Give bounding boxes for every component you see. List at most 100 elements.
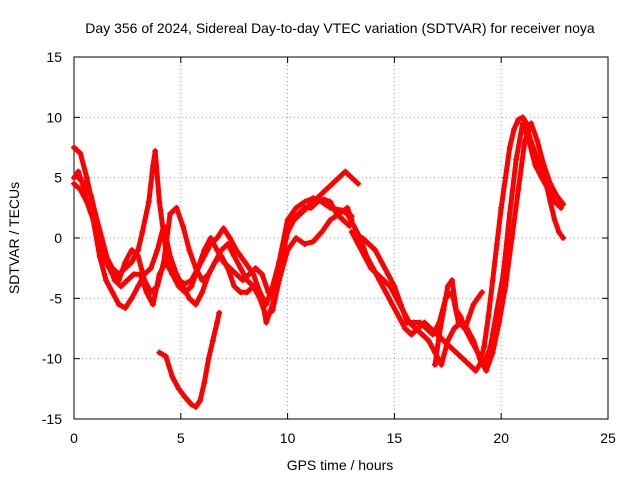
data-point xyxy=(169,373,176,380)
data-point xyxy=(186,247,193,254)
data-point xyxy=(214,235,221,241)
series-trace xyxy=(432,277,485,368)
data-point xyxy=(327,216,334,223)
data-point xyxy=(528,120,535,127)
data-point xyxy=(382,289,389,296)
data-point xyxy=(310,238,317,245)
data-point xyxy=(515,116,522,123)
data-point xyxy=(438,361,445,368)
data-point xyxy=(374,271,381,278)
data-point xyxy=(384,271,391,278)
data-point xyxy=(342,168,349,175)
data-point xyxy=(152,148,159,155)
data-point xyxy=(419,331,426,338)
data-point xyxy=(365,241,372,248)
y-tick-label: 0 xyxy=(54,230,62,246)
data-point xyxy=(478,289,485,296)
data-point xyxy=(502,174,509,181)
data-point xyxy=(301,198,308,205)
data-point xyxy=(135,283,142,290)
data-point xyxy=(333,210,340,217)
data-point xyxy=(77,150,84,157)
data-point xyxy=(186,295,193,302)
data-point xyxy=(199,289,206,296)
data-point xyxy=(150,301,157,308)
data-point xyxy=(367,265,374,272)
data-point xyxy=(553,192,560,199)
data-point xyxy=(431,361,438,368)
data-point xyxy=(224,241,231,248)
data-point xyxy=(440,307,447,314)
data-point xyxy=(551,198,558,205)
data-point xyxy=(122,304,129,311)
data-point xyxy=(205,355,212,362)
data-point xyxy=(130,271,137,278)
series-track-5 xyxy=(156,309,223,410)
data-point xyxy=(231,283,238,290)
data-point xyxy=(397,301,404,308)
data-point xyxy=(506,210,513,217)
data-point xyxy=(453,307,460,314)
data-point xyxy=(282,235,289,241)
data-point xyxy=(350,222,357,229)
x-tick-label: 10 xyxy=(280,430,296,446)
data-point xyxy=(188,401,195,408)
data-point xyxy=(220,259,227,266)
data-point xyxy=(301,204,308,211)
data-point xyxy=(192,403,199,410)
data-point xyxy=(117,283,124,290)
series-track-4 xyxy=(71,168,353,308)
data-point xyxy=(410,319,417,326)
data-point xyxy=(96,241,103,248)
data-point xyxy=(335,174,342,181)
y-tick-label: 5 xyxy=(54,170,62,186)
data-point xyxy=(218,247,225,254)
x-tick-label: 25 xyxy=(600,430,616,446)
data-point xyxy=(92,216,99,223)
data-point xyxy=(167,210,174,217)
data-point xyxy=(128,247,135,254)
data-point xyxy=(348,174,355,181)
data-point xyxy=(485,313,492,320)
data-point xyxy=(109,289,116,296)
data-point xyxy=(513,156,520,163)
data-point xyxy=(154,247,161,254)
data-point xyxy=(79,180,86,187)
data-point xyxy=(547,180,554,187)
data-point xyxy=(209,337,216,344)
data-point xyxy=(122,259,129,266)
data-point xyxy=(558,204,565,211)
y-tick-label: -15 xyxy=(42,411,62,427)
x-axis-label: GPS time / hours xyxy=(287,457,394,473)
data-point xyxy=(453,349,460,356)
data-point xyxy=(487,343,494,350)
y-axis-label: SDTVAR / TECUs xyxy=(6,182,22,294)
data-point xyxy=(540,162,547,169)
data-point xyxy=(241,259,248,266)
series-track-9 xyxy=(431,277,485,368)
data-point xyxy=(269,283,276,290)
data-point xyxy=(389,301,396,308)
data-point xyxy=(560,235,567,241)
data-point xyxy=(173,204,180,211)
data-point xyxy=(263,313,270,320)
data-point xyxy=(103,277,110,284)
data-point xyxy=(340,216,347,223)
data-point xyxy=(466,361,473,368)
data-point xyxy=(103,259,110,266)
data-point xyxy=(263,301,270,308)
data-point xyxy=(391,283,398,290)
data-point xyxy=(71,144,77,151)
chart-title: Day 356 of 2024, Sidereal Day-to-day VTE… xyxy=(85,20,595,36)
data-point xyxy=(141,277,148,284)
x-tick-label: 5 xyxy=(177,430,185,446)
data-point xyxy=(295,210,302,217)
data-point xyxy=(83,174,90,181)
data-point xyxy=(534,138,541,145)
data-point xyxy=(216,309,223,316)
data-point xyxy=(314,198,321,205)
data-point xyxy=(182,394,189,401)
data-point xyxy=(154,283,161,290)
